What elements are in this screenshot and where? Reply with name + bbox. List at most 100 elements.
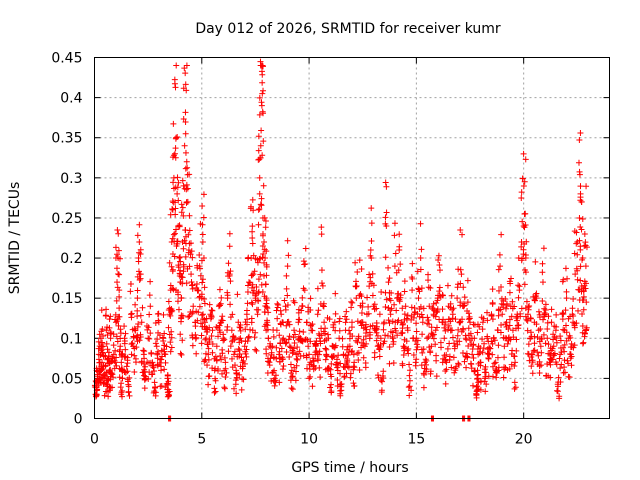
data-point — [307, 306, 314, 313]
data-point — [235, 345, 242, 352]
data-point — [489, 351, 496, 358]
data-point — [441, 324, 448, 331]
data-point — [504, 366, 511, 373]
data-point — [306, 351, 313, 358]
data-point — [189, 309, 196, 316]
data-point — [249, 235, 256, 241]
data-point — [395, 267, 402, 274]
data-point — [365, 310, 372, 317]
data-point — [533, 321, 540, 328]
data-point — [515, 282, 522, 289]
data-point — [412, 362, 419, 369]
data-point — [326, 316, 333, 323]
data-point — [350, 363, 357, 370]
data-point — [528, 363, 535, 370]
data-point — [383, 209, 390, 216]
data-point — [225, 260, 232, 267]
data-point — [183, 87, 190, 94]
data-point — [281, 297, 288, 304]
data-point — [323, 352, 330, 359]
data-point — [471, 368, 478, 375]
data-point — [387, 297, 394, 304]
data-point — [511, 363, 518, 370]
data-point — [386, 343, 393, 350]
data-point — [271, 367, 278, 374]
data-point — [160, 311, 167, 318]
data-point — [505, 326, 512, 333]
data-point — [132, 301, 139, 308]
data-point — [263, 248, 270, 255]
data-point — [381, 319, 388, 326]
data-point — [529, 357, 536, 364]
plot-frame — [94, 57, 610, 419]
data-point — [479, 349, 486, 356]
data-point — [180, 268, 187, 275]
data-point — [392, 327, 399, 334]
data-point — [227, 278, 234, 285]
data-point — [484, 317, 491, 324]
data-point — [233, 370, 240, 377]
data-point — [498, 322, 505, 329]
data-point — [399, 360, 406, 367]
data-point — [263, 350, 270, 357]
data-point — [307, 295, 314, 302]
data-point — [174, 174, 181, 181]
data-point — [257, 142, 264, 149]
data-point — [400, 320, 407, 327]
data-point — [561, 357, 568, 364]
data-point — [265, 309, 272, 316]
data-point — [482, 388, 489, 395]
data-point — [430, 300, 437, 307]
data-point — [450, 354, 457, 361]
data-point — [253, 283, 260, 290]
data-point — [403, 338, 410, 345]
data-point — [491, 360, 498, 367]
data-point — [158, 356, 165, 363]
data-point — [177, 270, 184, 277]
data-point — [548, 319, 555, 326]
data-point — [114, 284, 121, 291]
data-point — [128, 310, 135, 317]
data-point — [206, 324, 213, 331]
data-point — [456, 338, 463, 345]
data-point — [161, 366, 168, 373]
data-point — [513, 347, 520, 354]
data-point — [188, 271, 195, 278]
data-point — [410, 314, 417, 321]
data-point — [130, 333, 137, 340]
data-point — [524, 327, 531, 334]
data-point — [277, 340, 284, 347]
data-point — [298, 307, 305, 314]
data-point — [495, 306, 502, 313]
data-point — [547, 361, 554, 368]
data-point — [218, 356, 225, 363]
data-point — [388, 289, 395, 296]
data-point — [377, 335, 384, 342]
data-point — [511, 379, 518, 386]
y-tick-label: 0.35 — [51, 131, 82, 147]
data-point — [165, 386, 172, 393]
data-point — [289, 373, 296, 380]
data-point — [318, 231, 325, 238]
data-point — [522, 255, 529, 262]
data-point — [309, 383, 316, 390]
data-point — [354, 339, 361, 346]
data-point — [413, 341, 420, 348]
data-point — [581, 243, 588, 250]
data-point — [573, 240, 580, 247]
data-point — [492, 359, 499, 366]
data-point — [486, 344, 493, 351]
data-point — [152, 385, 159, 392]
data-point — [338, 380, 345, 387]
data-point — [426, 321, 433, 328]
data-point — [280, 335, 287, 342]
data-point — [113, 265, 120, 272]
data-point — [484, 333, 491, 340]
data-point — [260, 138, 267, 145]
data-point — [468, 365, 475, 372]
data-point — [277, 307, 284, 314]
data-point — [106, 387, 113, 394]
data-point — [221, 336, 228, 343]
data-point — [583, 183, 590, 190]
data-point — [561, 348, 568, 355]
